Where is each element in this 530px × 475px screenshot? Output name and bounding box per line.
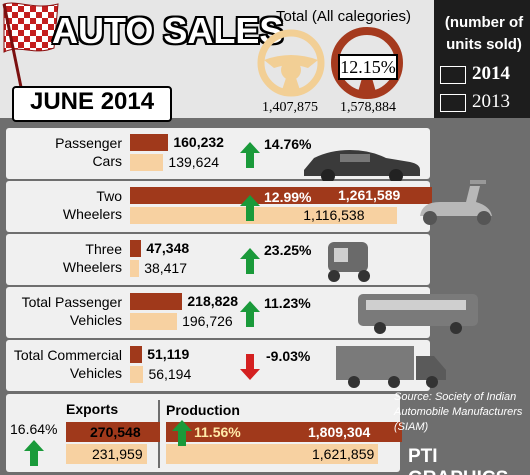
bar-2014 [130, 293, 183, 310]
category-label-line: Total Passenger [21, 294, 122, 310]
up-arrow-icon [240, 248, 260, 274]
exports-value-2014: 270,548 [90, 424, 141, 440]
date-box [12, 86, 172, 122]
total-2014-value: 1,578,884 [340, 100, 396, 115]
production-bar-2013 [166, 444, 378, 464]
exports-bar-2014 [66, 422, 160, 442]
value-label-2013: 38,417 [144, 260, 188, 276]
up-arrow-icon [172, 420, 192, 446]
bar-2014 [130, 346, 143, 363]
exports-bar-2013 [66, 444, 147, 464]
value-label-2014: 51,119 [147, 346, 190, 362]
total-growth-badge: 12.15% [338, 54, 398, 80]
bar-2014 [130, 187, 432, 204]
value-label-2013: 1,116,538 [303, 207, 365, 223]
change-label: 12.99% [264, 189, 312, 205]
steering-wheel-2013-icon [257, 29, 325, 97]
value-label-2014: 1,261,589 [338, 187, 401, 203]
production-bar-2014 [166, 422, 402, 442]
exports-change-label: 16.64% [10, 421, 58, 437]
category-label-line: Wheelers [62, 259, 122, 275]
production-change-label: 11.56% [194, 424, 241, 440]
category-label-line: Vehicles [69, 365, 122, 381]
exports-value-2013: 231,959 [92, 446, 143, 462]
category-label: Passenger Cars [10, 134, 122, 170]
legend-note: (number of units sold) [444, 14, 524, 53]
total-2013-value: 1,407,875 [262, 100, 318, 115]
up-arrow-icon [240, 195, 260, 221]
total-heading: Total (All calegories) [276, 8, 412, 25]
legend-swatch-2014 [440, 66, 466, 84]
bar-2014 [130, 240, 142, 257]
bar-2013 [130, 207, 398, 224]
date-label: JUNE 2014 [30, 88, 155, 115]
up-arrow-icon [24, 440, 44, 466]
change-label: -9.03% [266, 348, 311, 364]
scooter-icon [420, 180, 492, 225]
bar-2013 [130, 154, 164, 171]
category-label-line: Total Commercial [13, 347, 122, 363]
category-label-line: Vehicles [69, 312, 122, 328]
truck-icon [336, 346, 446, 388]
value-label-2013: 139,624 [168, 154, 220, 170]
change-label: 23.25% [264, 242, 312, 258]
auto-rickshaw-icon [328, 242, 370, 282]
legend-label-2013: 2013 [472, 91, 510, 112]
category-label-line: Two [96, 188, 122, 204]
car-icon [304, 150, 420, 183]
change-label: 14.76% [264, 136, 312, 152]
legend-label-2014: 2014 [472, 63, 510, 84]
production-heading: Production [166, 402, 240, 418]
category-label: Three Wheelers [10, 240, 122, 276]
production-value-2014: 1,809,304 [308, 424, 371, 440]
legend [434, 0, 530, 118]
category-label-line: Passenger [55, 135, 122, 151]
up-arrow-icon [240, 142, 260, 168]
category-label-line: Cars [92, 153, 122, 169]
value-label-2014: 218,828 [187, 293, 238, 309]
category-label: Total Passenger Vehicles [10, 293, 122, 329]
value-label-2013: 56,194 [148, 366, 192, 382]
category-label: Total Commercial Vehicles [10, 346, 122, 382]
up-arrow-icon [240, 301, 260, 327]
page-title: AUTO SALES [52, 10, 284, 51]
production-value-2013: 1,621,859 [312, 446, 375, 462]
change-label: 11.23% [264, 295, 311, 311]
value-label-2014: 160,232 [173, 134, 224, 150]
value-label-2014: 47,348 [146, 240, 190, 256]
bar-2014 [130, 134, 169, 151]
exports-heading: Exports [66, 401, 119, 417]
category-label-line: Three [85, 241, 122, 257]
bar-2013 [130, 366, 144, 383]
bar-2013 [130, 260, 140, 277]
value-label-2013: 196,726 [182, 313, 233, 329]
down-arrow-icon [240, 354, 260, 380]
source-note: Source: Society of Indian Automobile Man… [394, 391, 523, 433]
category-label-line: Wheelers [62, 206, 122, 222]
legend-swatch-2013 [440, 94, 466, 112]
bar-2013 [130, 313, 178, 330]
chequered-flag-icon [2, 2, 59, 93]
credit-logo: PTI GRAPHICS [408, 446, 508, 475]
bus-icon [358, 294, 478, 334]
category-label: Two Wheelers [10, 187, 122, 223]
